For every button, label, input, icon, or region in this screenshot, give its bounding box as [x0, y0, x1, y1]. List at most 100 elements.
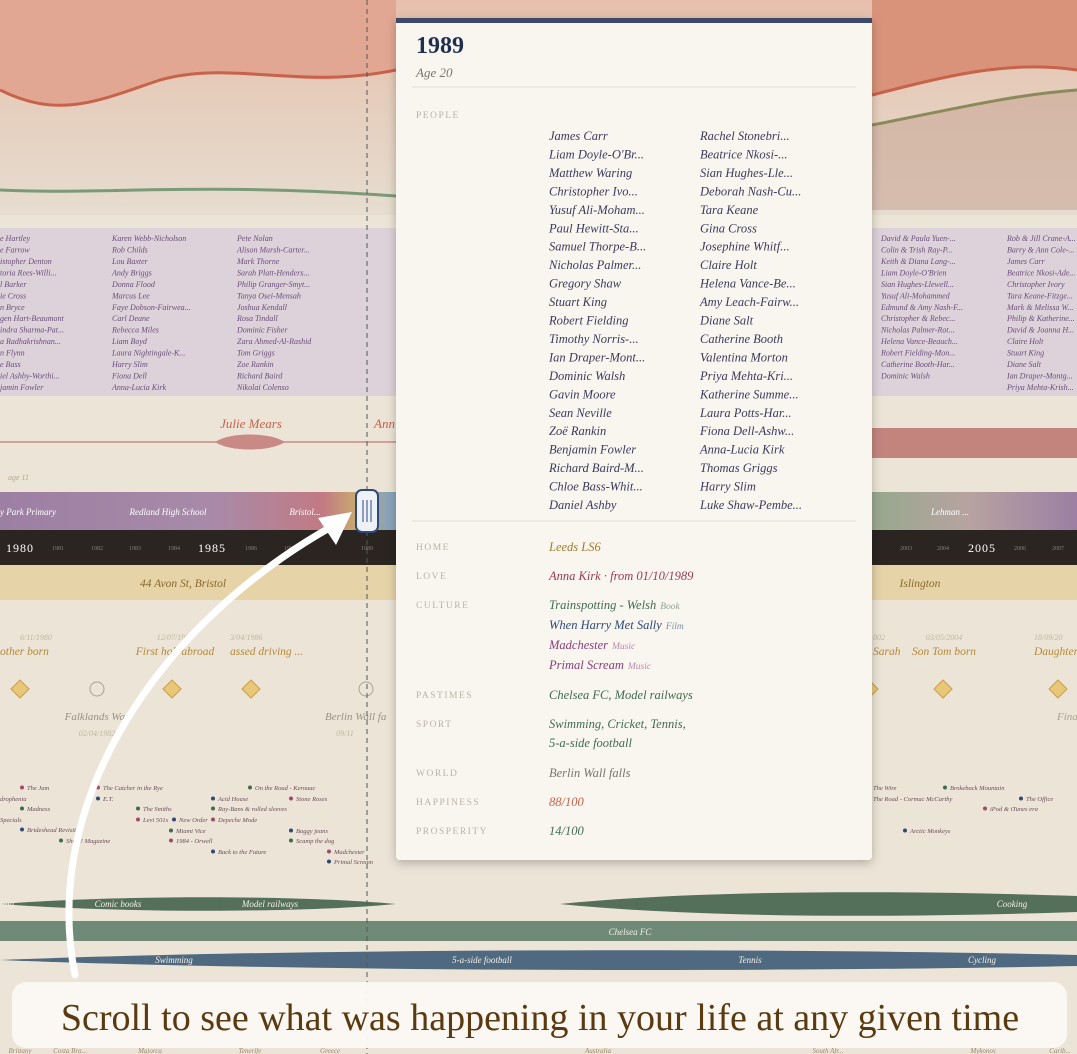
person-name: Paul Hewitt-Sta...	[548, 221, 639, 235]
culture-item: Back to the Future	[218, 849, 266, 856]
year-minor: 2003	[900, 546, 912, 552]
culture-kind: Music	[627, 662, 652, 672]
culture-item: Shoot! Magazine	[66, 838, 110, 845]
area-line	[0, 68, 397, 107]
culture-dot	[211, 817, 215, 822]
person-name: Catherine Booth	[700, 332, 783, 346]
year-minor: 1984	[168, 546, 180, 552]
partner-name: Julie Mears	[220, 416, 282, 431]
person-name: toria Rees-Willi...	[0, 268, 56, 277]
culture-item: Brideshead Revisited	[27, 827, 83, 834]
person-name: Lou Baxter	[111, 257, 149, 266]
year-minor: 1986	[245, 546, 257, 552]
person-name: Daniel Ashby	[548, 498, 617, 512]
section-label: PASTIMES	[416, 691, 473, 701]
person-name: e Farrow	[0, 245, 30, 254]
year-major: 2005	[968, 541, 996, 555]
area	[872, 90, 1077, 210]
person-name: Fiona Dell-Ashw...	[699, 424, 794, 438]
culture-item: The Road - Cormac McCarthy	[873, 796, 953, 803]
trip-label: Costa Bra...	[53, 1047, 87, 1054]
culture-dot	[20, 827, 24, 832]
world-date: 02/04/1982	[79, 729, 115, 738]
person-name: Pete Nolan	[236, 234, 273, 243]
person-name: Anna-Lucia Kirk	[699, 443, 785, 457]
person-name: Rob Childs	[111, 245, 148, 254]
person-name: Philip Granger-Smyt...	[236, 280, 310, 289]
home-name: Islington	[899, 578, 941, 590]
section-value: Chelsea FC, Model railways	[549, 688, 693, 702]
section-label: HOME	[416, 543, 450, 553]
person-name: Thomas Griggs	[700, 461, 778, 475]
person-name: Robert Fielding	[548, 314, 629, 328]
person-name: Valentina Morton	[700, 350, 788, 364]
culture-dot	[20, 785, 24, 790]
person-name: Liam Boyd	[111, 337, 148, 346]
person-name: Nicholas Palmer...	[548, 258, 641, 272]
area-line	[871, 88, 1077, 127]
person-name: Gina Cross	[700, 221, 757, 235]
person-name: Christopher Ivory	[1007, 280, 1065, 289]
culture-dot	[169, 838, 173, 843]
culture-item: Specials	[0, 817, 22, 824]
trip-label: South Afr...	[813, 1047, 844, 1054]
person-name: e Hartley	[0, 234, 30, 243]
culture-item: Scamp the dog	[296, 838, 335, 845]
area-line	[0, 187, 397, 198]
person-name: Alison Marsh-Carter...	[236, 245, 309, 254]
person-name: n Flynn	[0, 349, 25, 358]
event-date: 3/04/1986	[229, 633, 262, 642]
school-name: Bristol...	[289, 507, 320, 517]
person-name: Rachel Stonebri...	[699, 129, 790, 143]
event-marker	[933, 679, 953, 699]
year-major: 1985	[198, 541, 226, 555]
sport-line: Swimming, Cricket, Tennis,	[549, 717, 686, 731]
event-label: other born	[0, 646, 49, 658]
year-minor: 1983	[129, 546, 141, 552]
event-date: 12/07/1984	[157, 633, 193, 642]
person-name: Philip & Katherine...	[1006, 314, 1075, 323]
person-name: Karen Webb-Nicholson	[111, 234, 186, 243]
culture-item: 1984 - Orwell	[176, 838, 213, 845]
year-minor: 1981	[52, 546, 64, 552]
culture-item: Primal Scream	[333, 859, 373, 866]
person-name: Tanya Osei-Mensah	[237, 291, 301, 300]
culture-item: Arctic Monkeys	[909, 828, 951, 835]
caption: Scroll to see what was happening in your…	[61, 997, 1019, 1039]
area-line	[871, 65, 1077, 97]
culture-dot	[172, 817, 176, 822]
person-name: Claire Holt	[700, 258, 757, 272]
person-name: Liam Doyle-O'Br...	[548, 147, 644, 161]
person-name: Christopher Ivo...	[549, 184, 638, 198]
person-name: Barry & Ann Cole-...	[1007, 245, 1074, 254]
person-name: e Bass	[0, 360, 21, 369]
culture-item: Stone Roses	[296, 796, 328, 803]
partner-band	[215, 434, 285, 450]
culture-dot	[943, 785, 947, 790]
person-name: l Barker	[0, 280, 27, 289]
person-name: Dominic Walsh	[880, 372, 930, 381]
culture-item: Ray-Bans & rolled sleeves	[217, 806, 287, 813]
year-minor: 1982	[91, 546, 103, 552]
section-value: 14/100	[549, 824, 584, 838]
person-name: Harry Slim	[111, 360, 148, 369]
section-label: CULTURE	[416, 601, 469, 611]
person-name: ie Cross	[0, 291, 26, 300]
person-name: Harry Slim	[699, 480, 756, 494]
age-label: age 11	[8, 473, 29, 482]
trip-label: Tenerife	[239, 1047, 262, 1054]
culture-item: The Smiths	[143, 806, 172, 813]
area	[0, 0, 396, 106]
person-name: Yusuf Ali-Moham...	[549, 203, 645, 217]
person-name: Anna-Lucia Kirk	[111, 383, 166, 392]
person-name: Zara Ahmed-Al-Rashid	[237, 337, 312, 346]
event-marker	[162, 679, 182, 699]
culture-dot	[327, 849, 331, 854]
person-name: Sian Hughes-Llewell...	[881, 280, 954, 289]
trip-label: Mykonos	[969, 1047, 996, 1054]
world-marker	[89, 681, 105, 697]
event-date: 6/11/1980	[20, 633, 52, 642]
person-name: Helena Vance-Beauch...	[880, 337, 958, 346]
culture-item: drophenia	[0, 796, 26, 803]
